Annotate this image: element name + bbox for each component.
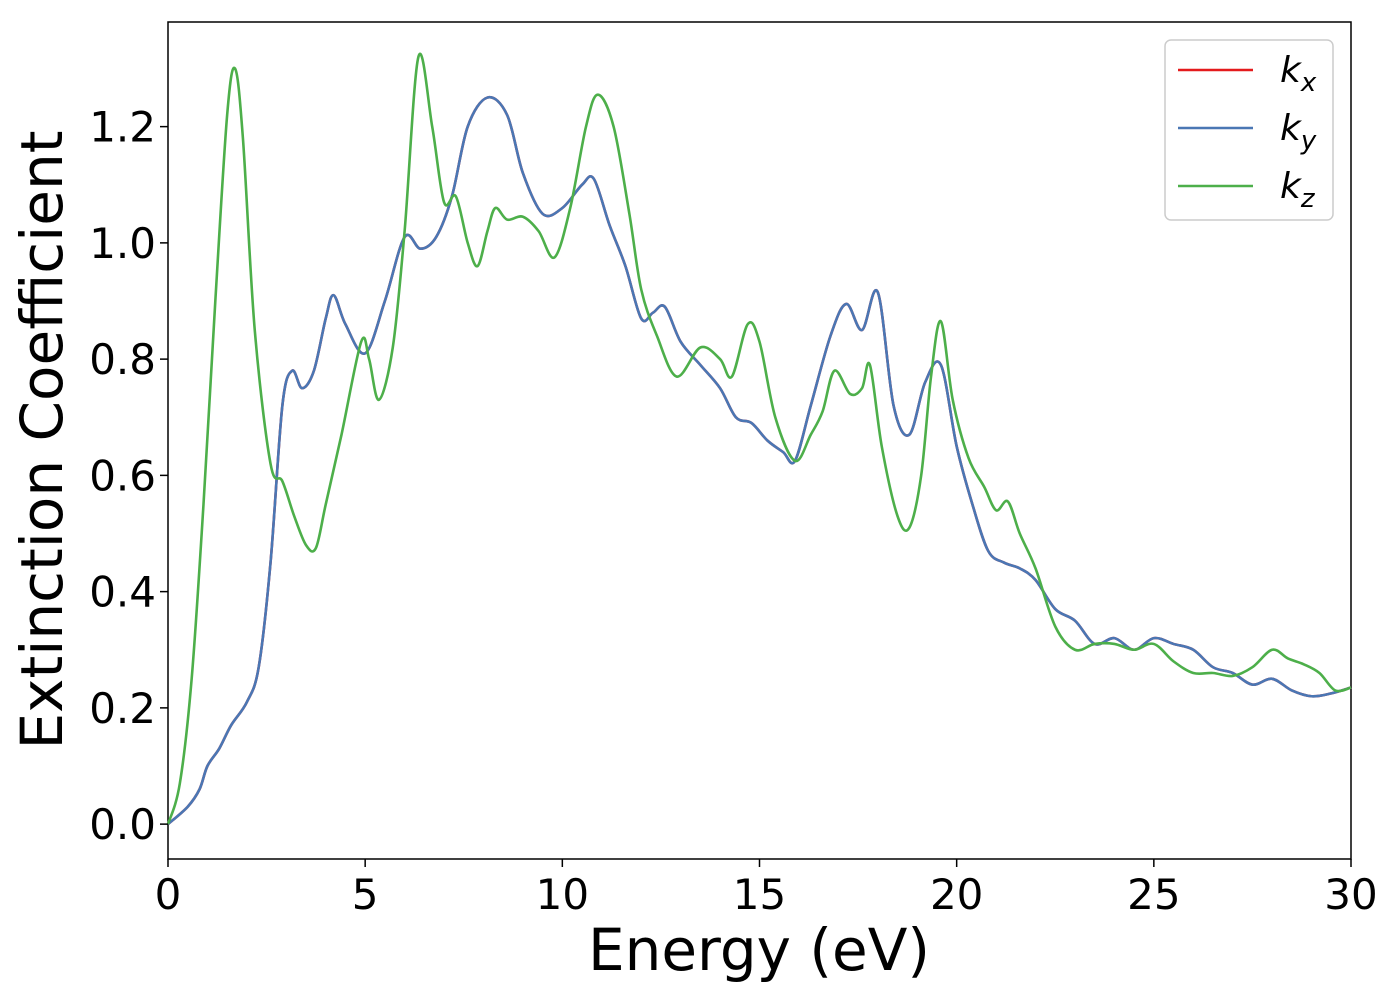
x-tick-label: 15 (733, 870, 786, 919)
x-tick-label: 30 (1324, 870, 1377, 919)
ticks-layer: 0 5 10 15 20 25 30 0.0 0.2 0.4 0.6 0.8 1.0 1.2 (89, 103, 1378, 919)
x-tick-label: 5 (352, 870, 379, 919)
x-axis-title: Energy (eV) (588, 916, 930, 984)
x-tick-label: 20 (930, 870, 983, 919)
y-tick-label: 0.4 (89, 568, 156, 617)
legend-label-subscript: y (1300, 126, 1317, 156)
y-tick-label: 0.6 (89, 451, 156, 500)
legend-label-main: k (1280, 50, 1303, 91)
y-tick-label: 0.8 (89, 335, 156, 384)
legend-label-y: ky (1280, 108, 1317, 156)
y-tick-label: 1.2 (89, 103, 156, 152)
series-line-y (167, 95, 1352, 826)
legend-label-main: k (1280, 166, 1303, 207)
x-tick-label: 25 (1127, 870, 1180, 919)
y-tick-label: 1.0 (89, 219, 156, 268)
series-line-z (166, 52, 1352, 825)
legend-label-x: kx (1280, 50, 1317, 98)
x-tick-label: 0 (155, 870, 182, 919)
legend-label-subscript: z (1300, 184, 1316, 214)
legend-label-subscript: x (1300, 68, 1317, 98)
series-layer (166, 52, 1352, 826)
y-axis-title: Extinction Coefficient (8, 131, 76, 750)
plot-area (167, 21, 1352, 860)
legend-label-main: k (1280, 108, 1303, 149)
legend-label-z: kz (1280, 166, 1316, 214)
y-tick-label: 0.0 (89, 800, 156, 849)
x-tick-label: 10 (536, 870, 589, 919)
legend-box (1164, 39, 1334, 221)
y-tick-label: 0.2 (89, 684, 156, 733)
